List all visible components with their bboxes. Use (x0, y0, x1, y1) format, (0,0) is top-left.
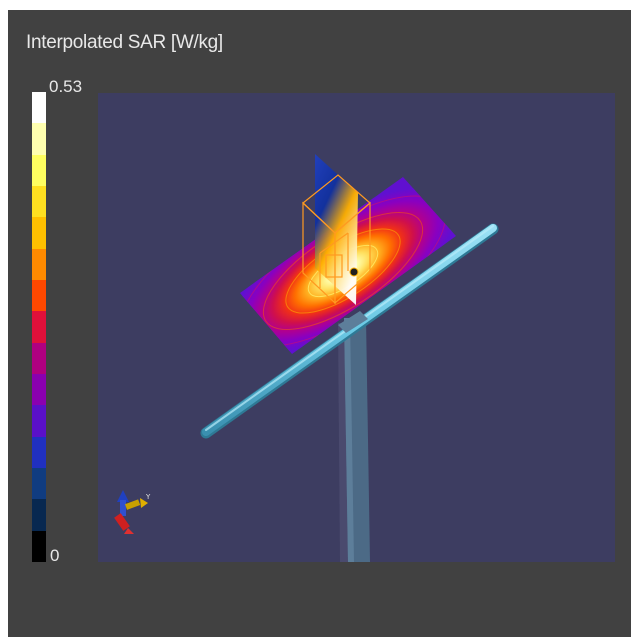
y-axis-arrow (124, 499, 141, 510)
axis-triad[interactable]: Y (108, 486, 158, 538)
colorbar-segment (32, 530, 46, 562)
device-wireframe (302, 174, 371, 305)
colorbar-segment (32, 467, 46, 500)
colorbar-segment (32, 373, 46, 406)
colorbar-segment (32, 499, 46, 531)
colorbar-segment (32, 123, 46, 155)
colorbar-max-label: 0.53 (49, 77, 83, 96)
colorbar-segment (32, 436, 46, 468)
z-axis-arrow (117, 490, 129, 502)
y-axis-label: Y (145, 493, 151, 501)
x-axis-arrow (114, 513, 130, 531)
colorbar-segment (32, 248, 46, 280)
colorbar-segment (32, 217, 46, 249)
3d-viewport[interactable] (98, 93, 615, 562)
colorbar-segment (32, 185, 46, 218)
colorbar-segment (32, 92, 46, 124)
scene-svg (200, 154, 499, 562)
colorbar-title: Interpolated SAR [W/kg] (26, 32, 223, 53)
colorbar-segment (32, 405, 46, 437)
colorbar-segment (32, 154, 46, 186)
colorbar-segment (32, 279, 46, 312)
colorbar (32, 92, 46, 562)
feed-point (349, 267, 359, 277)
colorbar-segment (32, 311, 46, 343)
colorbar-segment (32, 342, 46, 374)
mast-connector (338, 311, 368, 333)
colorbar-min-label: 0 (50, 546, 60, 565)
